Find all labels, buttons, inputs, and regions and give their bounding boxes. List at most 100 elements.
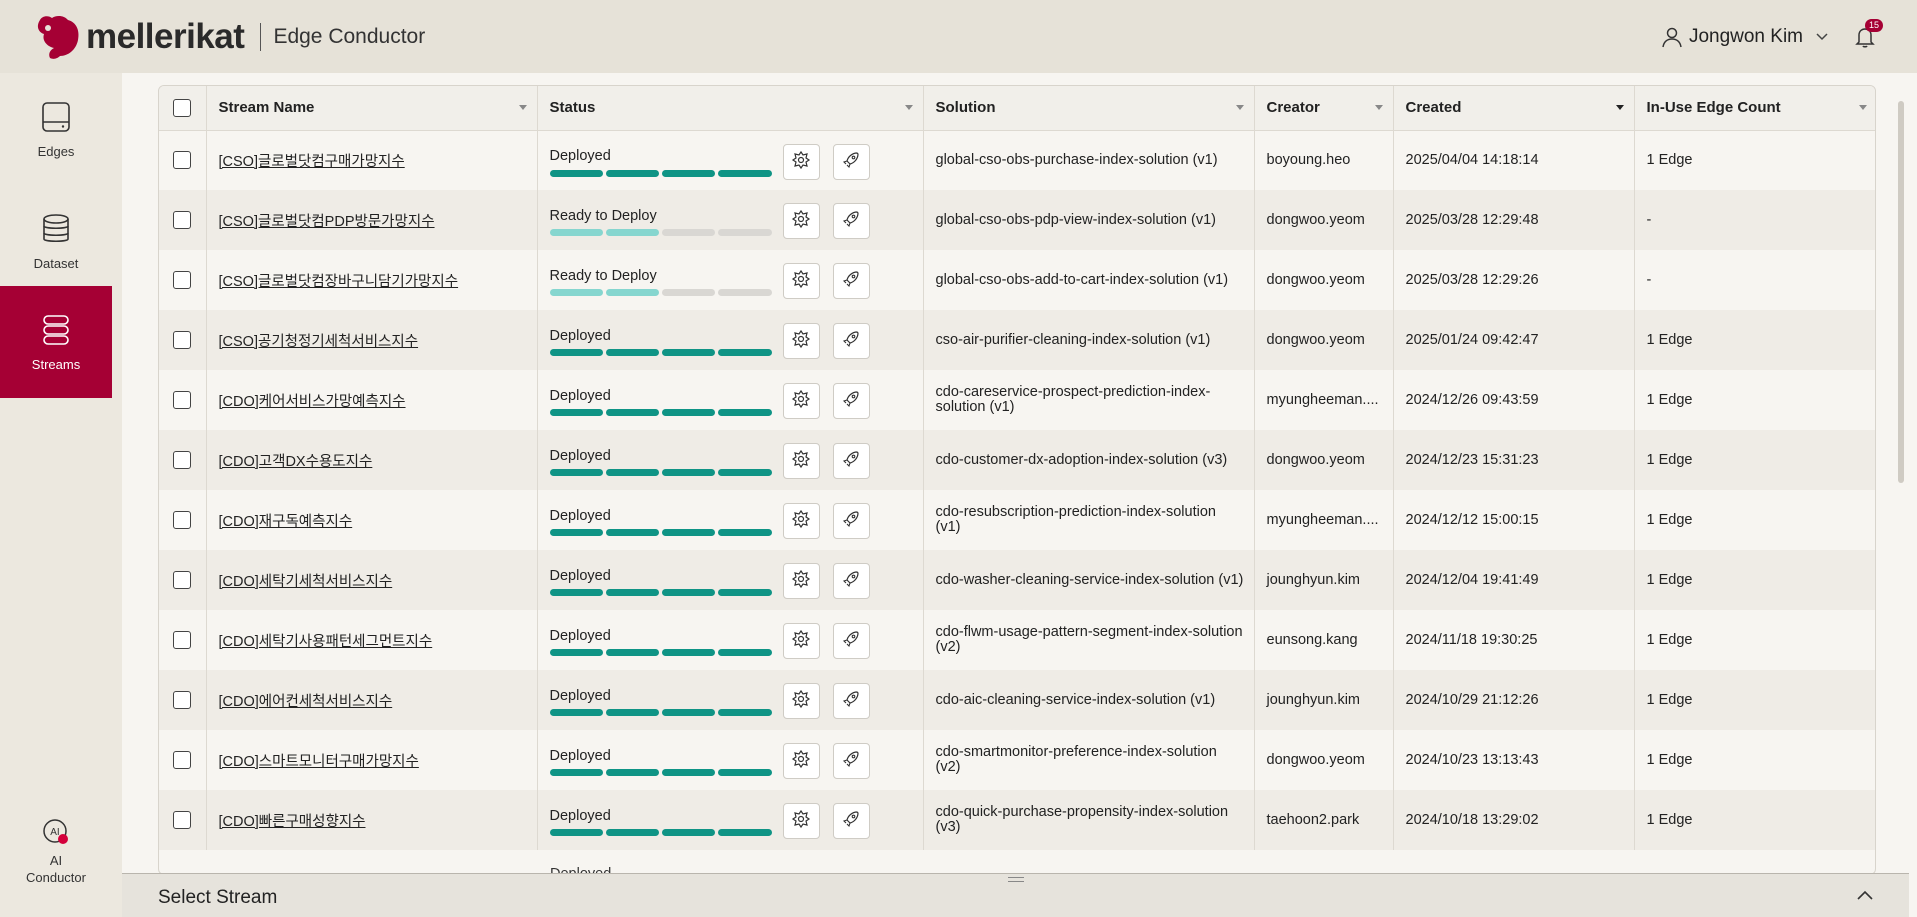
deploy-button[interactable] bbox=[832, 743, 870, 779]
status-cell: Deployed bbox=[537, 730, 924, 790]
deploy-button[interactable] bbox=[832, 683, 870, 719]
sort-icon[interactable] bbox=[1615, 105, 1624, 110]
solution-cell: cso-air-purifier-cleaning-index-solution… bbox=[923, 310, 1255, 370]
settings-button[interactable] bbox=[782, 263, 820, 299]
column-header-status[interactable]: Status bbox=[537, 86, 924, 131]
stream-name-link[interactable]: [CDO]세탁기세척서비스지수 bbox=[218, 573, 393, 590]
column-header-stream-name[interactable]: Stream Name bbox=[206, 86, 538, 131]
row-checkbox[interactable] bbox=[173, 211, 192, 229]
table-row[interactable]: [CDO]세탁기세척서비스지수 Deployed cdo-washer-cleani… bbox=[159, 550, 1875, 610]
stream-name-link[interactable]: [CDO]케어서비스가망예측지수 bbox=[218, 393, 406, 410]
deploy-button[interactable] bbox=[832, 263, 870, 299]
settings-button[interactable] bbox=[782, 623, 820, 659]
row-checkbox[interactable] bbox=[173, 151, 192, 170]
table-row[interactable]: [CSO]글로벌닷컴구매가망지수 Deployed global-cso-obs-p… bbox=[159, 130, 1875, 190]
stream-name-link[interactable]: [CSO]글로벌닷컴장바구니담기가망지수 bbox=[218, 273, 459, 290]
deploy-button[interactable] bbox=[832, 443, 870, 479]
column-header-created[interactable]: Created bbox=[1393, 86, 1635, 131]
row-checkbox[interactable] bbox=[173, 391, 192, 409]
progress-segment bbox=[549, 769, 603, 776]
table-row[interactable]: [CSO]공기청정기세척서비스지수 Deployed cso-air-purifie… bbox=[159, 310, 1875, 370]
stream-name-link[interactable]: [CSO]글로벌닷컴구매가망지수 bbox=[218, 153, 405, 170]
chevron-up-icon[interactable] bbox=[1855, 886, 1875, 906]
row-checkbox[interactable] bbox=[173, 571, 192, 589]
edge-count-cell: 1 Edge bbox=[1646, 752, 1693, 768]
stream-name-link[interactable]: [CDO]세탁기사용패턴세그먼트지수 bbox=[218, 633, 433, 650]
column-header-edge-count[interactable]: In-Use Edge Count bbox=[1634, 86, 1875, 131]
settings-button[interactable] bbox=[782, 383, 820, 419]
row-checkbox[interactable] bbox=[173, 331, 192, 349]
notifications-button[interactable]: 15 bbox=[1853, 18, 1883, 49]
deploy-button[interactable] bbox=[832, 623, 870, 659]
sidebar-item-ai-conductor[interactable]: AI AI Conductor bbox=[0, 818, 112, 886]
user-area: Jongwon Kim 15 bbox=[1661, 0, 1883, 73]
status-text: Deployed bbox=[549, 448, 611, 464]
table-row[interactable]: [CDO]케어서비스가망예측지수 Deployed cdo-careservice-… bbox=[159, 370, 1875, 430]
deploy-button[interactable] bbox=[832, 323, 870, 359]
sidebar-item-edges[interactable]: Edges bbox=[0, 73, 112, 185]
stream-name-link[interactable]: [CDO]스마트모니터구매가망지수 bbox=[218, 753, 419, 770]
creator-cell: myungheeman.... bbox=[1254, 490, 1394, 550]
progress-segment bbox=[549, 469, 603, 476]
stream-name-link[interactable]: [CDO]빠른구매성향지수 bbox=[218, 813, 366, 830]
sort-icon[interactable] bbox=[1235, 105, 1244, 110]
deploy-button[interactable] bbox=[832, 503, 870, 539]
table-row[interactable]: [CDO]빠른구매성향지수 Deployed cdo-quick-purchase-… bbox=[159, 790, 1875, 850]
vertical-scrollbar[interactable] bbox=[1898, 101, 1904, 483]
settings-button[interactable] bbox=[782, 203, 820, 239]
brand-logo[interactable]: mellerikat bbox=[32, 14, 245, 60]
row-checkbox[interactable] bbox=[173, 451, 192, 469]
settings-button[interactable] bbox=[782, 683, 820, 719]
stream-name-link[interactable]: [CSO]글로벌닷컴PDP방문가망지수 bbox=[218, 213, 435, 230]
deploy-button[interactable] bbox=[832, 383, 870, 419]
panel-resize-handle[interactable] bbox=[1007, 877, 1024, 885]
stream-name-link[interactable]: [CDO]고객DX수용도지수 bbox=[218, 453, 373, 470]
chevron-down-icon[interactable] bbox=[1815, 30, 1829, 44]
sort-icon[interactable] bbox=[1374, 105, 1383, 110]
user-name[interactable]: Jongwon Kim bbox=[1688, 25, 1803, 47]
settings-button[interactable] bbox=[782, 143, 820, 180]
settings-button[interactable] bbox=[782, 323, 820, 359]
created-cell: 2024/12/04 19:41:49 bbox=[1393, 550, 1635, 610]
row-checkbox[interactable] bbox=[173, 271, 192, 289]
column-header-creator[interactable]: Creator bbox=[1254, 86, 1394, 131]
sort-icon[interactable] bbox=[1859, 105, 1867, 110]
status-cell: Deployed bbox=[537, 790, 924, 850]
deploy-button[interactable] bbox=[832, 203, 870, 239]
row-checkbox[interactable] bbox=[173, 631, 192, 649]
sort-icon[interactable] bbox=[518, 105, 527, 110]
settings-button[interactable] bbox=[782, 803, 820, 839]
stream-name-link[interactable]: [CDO]재구독예측지수 bbox=[218, 513, 353, 530]
table-row[interactable]: [CDO]스마트모니터구매가망지수 Deployed cdo-smartmonito… bbox=[159, 730, 1875, 790]
sort-icon[interactable] bbox=[904, 105, 913, 110]
stream-name-link[interactable]: [CDO]에어컨세척서비스지수 bbox=[218, 693, 393, 710]
table-row[interactable]: [CDO]세탁기사용패턴세그먼트지수 Deployed cdo-flwm-usage… bbox=[159, 610, 1875, 670]
settings-button[interactable] bbox=[782, 743, 820, 779]
column-header-solution[interactable]: Solution bbox=[923, 86, 1255, 131]
progress-segment bbox=[718, 649, 772, 656]
settings-button[interactable] bbox=[782, 563, 820, 599]
created-cell: 2024/12/12 15:00:15 bbox=[1393, 490, 1635, 550]
sidebar-item-streams[interactable]: Streams bbox=[0, 286, 112, 398]
deploy-button[interactable] bbox=[832, 143, 870, 180]
sidebar-item-dataset[interactable]: Dataset bbox=[0, 185, 112, 297]
settings-button[interactable] bbox=[782, 503, 820, 539]
row-checkbox[interactable] bbox=[173, 511, 192, 529]
settings-button[interactable] bbox=[782, 443, 820, 479]
stream-name-cell: [CDO]세탁기사용패턴세그먼트지수 bbox=[206, 610, 538, 670]
row-checkbox[interactable] bbox=[173, 751, 192, 769]
column-label: Creator bbox=[1266, 99, 1320, 117]
deploy-button[interactable] bbox=[832, 563, 870, 599]
table-row[interactable]: [CDO]재구독예측지수 Deployed cdo-resubscription-p… bbox=[159, 490, 1875, 550]
table-row[interactable]: [CSO]글로벌닷컴장바구니담기가망지수 Ready to Deploy globa… bbox=[159, 250, 1875, 310]
select-all-checkbox[interactable] bbox=[173, 98, 192, 117]
progress-segment bbox=[549, 589, 603, 596]
table-row[interactable]: [CSO]글로벌닷컴PDP방문가망지수 Ready to Deploy global… bbox=[159, 190, 1875, 250]
table-row[interactable]: [CDO]에어컨세척서비스지수 Deployed cdo-aic-cleaning-… bbox=[159, 670, 1875, 730]
stream-name-link[interactable]: [CSO]공기청정기세척서비스지수 bbox=[218, 333, 419, 350]
table-row[interactable]: [CDO]고객DX수용도지수 Deployed cdo-customer-dx-ad… bbox=[159, 430, 1875, 490]
row-checkbox[interactable] bbox=[173, 691, 192, 709]
row-checkbox[interactable] bbox=[173, 811, 192, 829]
stream-name-cell: [CSO]글로벌닷컴장바구니담기가망지수 bbox=[206, 250, 538, 310]
deploy-button[interactable] bbox=[832, 803, 870, 839]
